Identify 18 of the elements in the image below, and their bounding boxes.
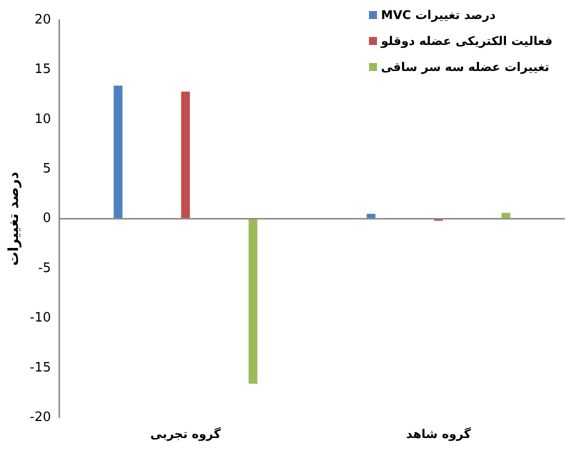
y-tick-label: -15 xyxy=(30,360,52,376)
bar xyxy=(114,86,122,219)
bar xyxy=(181,92,190,219)
y-tick-label: 5 xyxy=(42,161,52,176)
y-tick-label: -10 xyxy=(30,310,52,326)
y-tick-label: 0 xyxy=(42,211,52,226)
legend-label: تغییرات عضله سه سر ساقی xyxy=(381,60,550,74)
legend-label: فعالیت الکتریکی عضله دوقلو xyxy=(381,34,552,48)
legend-label: درصد تغییرات MVC xyxy=(381,8,496,22)
y-axis-title: درصد تغییرات xyxy=(6,172,22,266)
y-tick-label: 20 xyxy=(34,12,52,28)
x-tick-label: گروه تجربی xyxy=(150,426,221,441)
y-tick-label: 10 xyxy=(34,112,52,127)
x-tick-label: گروه شاهد xyxy=(406,426,471,441)
y-tick-label: -5 xyxy=(38,260,52,276)
y-tick-label: 15 xyxy=(34,62,52,78)
bar xyxy=(248,218,258,384)
y-tick-label: -20 xyxy=(30,410,52,425)
